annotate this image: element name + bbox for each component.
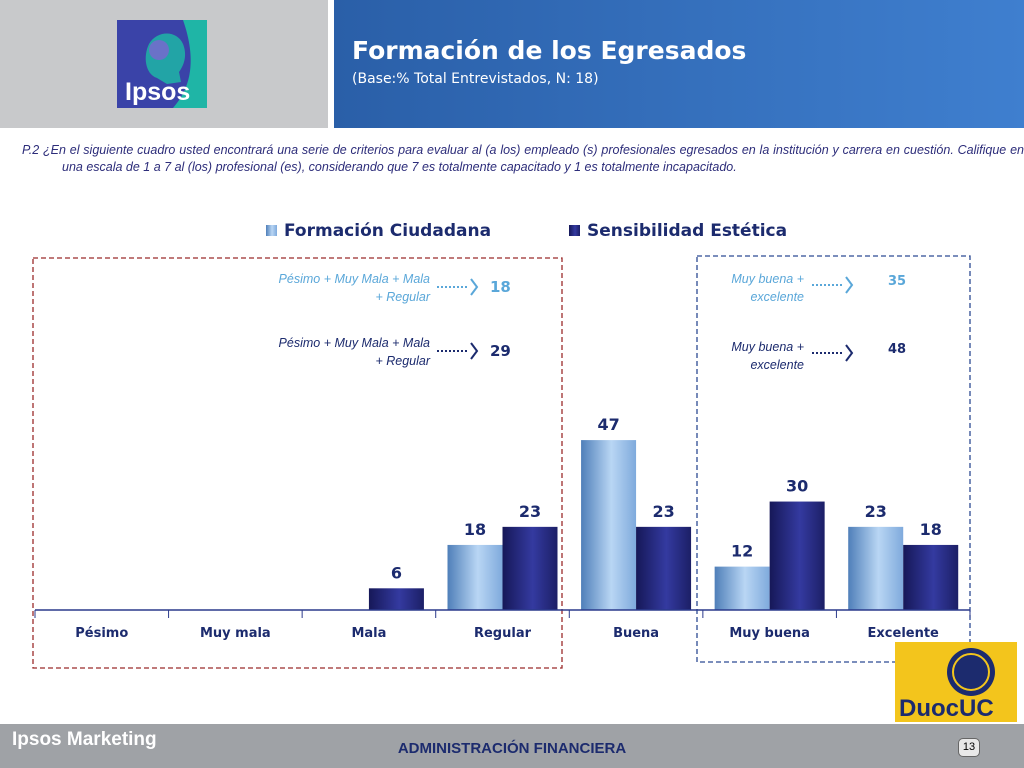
bar-regular-s2 — [502, 526, 558, 610]
x-tick-label: Excelente — [868, 626, 940, 641]
negative-summary-label: Pésimo + Muy Mala + Mala + Regular — [279, 336, 431, 368]
bar-buena-s2 — [636, 526, 692, 610]
bar-regular-s1 — [447, 544, 503, 610]
negative-summary-value: 29 — [490, 342, 511, 360]
x-tick-label: Mala — [351, 626, 386, 641]
chevron-right-icon — [845, 344, 854, 362]
bar-value-label: 23 — [865, 502, 887, 521]
bar-value-label: 12 — [731, 542, 753, 561]
negative-summary-value: 18 — [490, 278, 511, 296]
bar-mala-s2 — [368, 588, 424, 610]
bar-value-label: 18 — [464, 520, 486, 539]
bar-muy-buena-s2 — [769, 501, 825, 610]
x-tick-label: Muy buena — [729, 626, 810, 641]
slide-title: Formación de los Egresados — [352, 36, 747, 65]
bar-value-label: 30 — [786, 477, 808, 496]
bar-value-label: 23 — [519, 502, 541, 521]
bar-value-label: 6 — [391, 563, 402, 582]
legend-swatch-2 — [569, 225, 580, 236]
x-tick-label: Muy mala — [200, 626, 271, 641]
negative-group-box — [32, 257, 563, 669]
chevron-right-icon — [845, 276, 854, 294]
legend-swatch-1 — [266, 225, 277, 236]
bar-excelente-s1 — [848, 526, 904, 610]
x-tick-label: Pésimo — [75, 626, 128, 641]
bar-value-label: 23 — [652, 502, 674, 521]
bar-chart: Formación Ciudadana Sensibilidad Estética… — [32, 221, 971, 669]
bar-buena-s1 — [581, 440, 637, 610]
duoc-uc-logo: DuocUC — [895, 642, 1017, 722]
question-text: P.2 ¿En el siguiente cuadro usted encont… — [22, 143, 1024, 174]
positive-summary-label: Muy buena + excelente — [731, 272, 804, 304]
footer-brand: Ipsos Marketing — [12, 729, 157, 750]
positive-summary-label: Muy buena + excelente — [731, 340, 804, 372]
footer-title: ADMINISTRACIÓN FINANCIERA — [397, 740, 627, 757]
bar-excelente-s2 — [903, 544, 959, 610]
positive-summary-value: 35 — [888, 274, 906, 289]
x-tick-label: Buena — [613, 626, 659, 641]
ipsos-logo: Ipsos — [117, 20, 207, 108]
chevron-right-icon — [470, 342, 479, 360]
header-right-panel — [334, 0, 1024, 128]
duoc-logo-text: DuocUC — [899, 695, 994, 722]
positive-group-box — [696, 255, 971, 663]
legend-label-1: Formación Ciudadana — [284, 221, 491, 241]
bar-muy-buena-s1 — [714, 566, 770, 610]
ipsos-logo-text: Ipsos — [125, 78, 190, 106]
bar-value-label: 47 — [597, 415, 619, 434]
negative-summary-label: Pésimo + Muy Mala + Mala + Regular — [279, 272, 431, 304]
x-tick-label: Regular — [474, 626, 532, 641]
positive-summary-value: 48 — [888, 342, 906, 357]
legend-label-2: Sensibilidad Estética — [587, 221, 787, 241]
footer-bar — [0, 724, 1024, 768]
slide-subtitle: (Base:% Total Entrevistados, N: 18) — [352, 71, 599, 87]
page-number: 13 — [958, 738, 980, 757]
bar-value-label: 18 — [920, 520, 942, 539]
chevron-right-icon — [470, 278, 479, 296]
